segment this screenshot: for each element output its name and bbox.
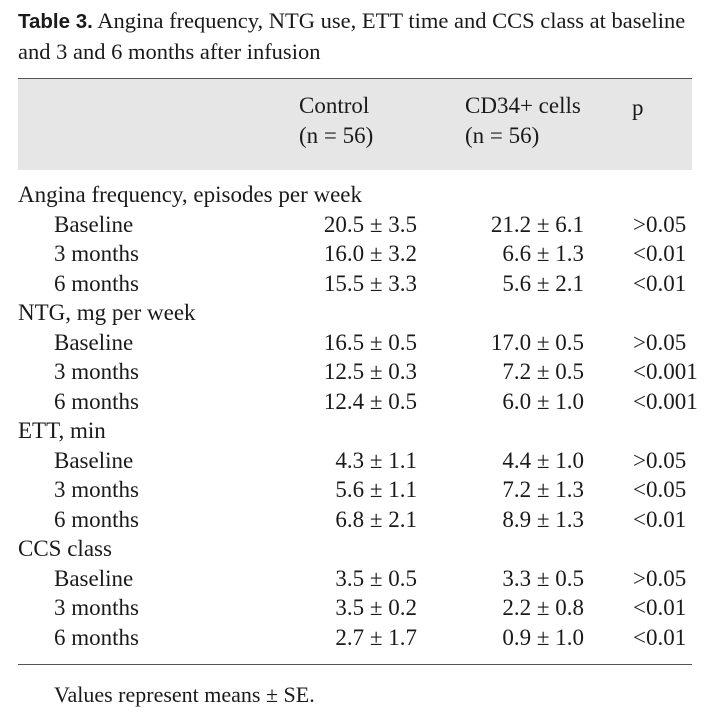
section-row: Angina frequency, episodes per week	[18, 180, 708, 210]
p-value: >0.05	[633, 329, 687, 355]
p-value: <0.01	[633, 506, 687, 532]
section-row: CCS class	[18, 534, 708, 564]
control-value: 20.5 ± 3.5	[323, 211, 417, 237]
control-value: 16.0 ± 3.2	[323, 241, 417, 266]
control-value: 3.5 ± 0.2	[335, 595, 417, 620]
cd34-value: 6.6 ± 1.3	[502, 241, 584, 266]
cd34-value: 7.2 ± 1.3	[502, 477, 584, 502]
table-row: Baseline 16.5 ± 0.5 17.0 ± 0.5 >0.05	[18, 328, 708, 358]
section-label: ETT, min	[18, 418, 106, 443]
control-value: 5.6 ± 1.1	[335, 477, 417, 502]
control-value: 12.4 ± 0.5	[323, 388, 417, 414]
control-value: 16.5 ± 0.5	[323, 329, 417, 355]
p-value: <0.05	[633, 477, 687, 502]
row-label: 6 months	[54, 506, 139, 532]
header-cd34: CD34+ cells (n = 56)	[465, 91, 581, 151]
row-label: Baseline	[54, 211, 134, 237]
section-label: CCS class	[18, 536, 112, 561]
cd34-value: 2.2 ± 0.8	[502, 595, 584, 620]
table-row: 6 months 2.7 ± 1.7 0.9 ± 1.0 <0.01	[18, 623, 708, 653]
row-label: 3 months	[54, 595, 139, 620]
p-value: <0.001	[633, 388, 698, 414]
table-row: 6 months 12.4 ± 0.5 6.0 ± 1.0 <0.001	[18, 387, 708, 417]
cd34-value: 7.2 ± 0.5	[502, 359, 584, 384]
control-value: 4.3 ± 1.1	[335, 447, 417, 473]
section-label: Angina frequency, episodes per week	[18, 182, 363, 207]
control-value: 3.5 ± 0.5	[335, 565, 417, 591]
row-label: Baseline	[54, 565, 134, 591]
p-value: <0.001	[633, 359, 698, 384]
table-number: Table 3.	[18, 10, 93, 33]
p-value: <0.01	[633, 241, 687, 266]
cd34-value: 21.2 ± 6.1	[490, 211, 584, 237]
control-value: 12.5 ± 0.3	[323, 359, 417, 384]
table-row: 3 months 12.5 ± 0.3 7.2 ± 0.5 <0.001	[18, 357, 708, 387]
cd34-value: 17.0 ± 0.5	[490, 329, 584, 355]
header-control-n: (n = 56)	[299, 123, 374, 148]
p-value: <0.01	[633, 595, 687, 620]
p-value: >0.05	[633, 211, 687, 237]
control-value: 2.7 ± 1.7	[335, 624, 417, 650]
row-label: 3 months	[54, 241, 139, 266]
table-caption: Table 3. Angina frequency, NTG use, ETT …	[18, 6, 708, 67]
header-control: Control (n = 56)	[299, 91, 373, 151]
row-label: Baseline	[54, 329, 134, 355]
control-value: 6.8 ± 2.1	[335, 506, 417, 532]
control-value: 15.5 ± 3.3	[323, 270, 417, 296]
row-label: 6 months	[54, 270, 139, 296]
p-value: <0.01	[633, 270, 687, 296]
header-control-label: Control	[299, 93, 370, 118]
table-title: Angina frequency, NTG use, ETT time and …	[18, 8, 686, 64]
cd34-value: 8.9 ± 1.3	[502, 506, 584, 532]
table-row: 3 months 3.5 ± 0.2 2.2 ± 0.8 <0.01	[18, 593, 708, 623]
row-label: 3 months	[54, 359, 139, 384]
cd34-value: 3.3 ± 0.5	[502, 565, 584, 591]
cd34-value: 4.4 ± 1.0	[502, 447, 584, 473]
section-row: ETT, min	[18, 416, 708, 446]
cd34-value: 6.0 ± 1.0	[502, 388, 584, 414]
table-header: Control (n = 56) CD34+ cells (n = 56) p	[18, 78, 692, 170]
table-row: 3 months 5.6 ± 1.1 7.2 ± 1.3 <0.05	[18, 475, 708, 505]
table-row: 6 months 15.5 ± 3.3 5.6 ± 2.1 <0.01	[18, 269, 708, 299]
header-cd34-label: CD34+ cells	[465, 93, 581, 118]
row-label: 6 months	[54, 388, 139, 414]
header-p: p	[632, 95, 644, 120]
table-row: 3 months 16.0 ± 3.2 6.6 ± 1.3 <0.01	[18, 239, 708, 269]
row-label: 6 months	[54, 624, 139, 650]
p-value: >0.05	[633, 565, 687, 591]
table-row: Baseline 3.5 ± 0.5 3.3 ± 0.5 >0.05	[18, 564, 708, 594]
table-row: 6 months 6.8 ± 2.1 8.9 ± 1.3 <0.01	[18, 505, 708, 535]
table-row: Baseline 20.5 ± 3.5 21.2 ± 6.1 >0.05	[18, 210, 708, 240]
cd34-value: 5.6 ± 2.1	[502, 270, 584, 296]
table-bottom-rule	[18, 664, 692, 665]
p-value: >0.05	[633, 447, 687, 473]
table-row: Baseline 4.3 ± 1.1 4.4 ± 1.0 >0.05	[18, 446, 708, 476]
table-footnote: Values represent means ± SE.	[54, 682, 315, 707]
section-row: NTG, mg per week	[18, 298, 708, 328]
row-label: 3 months	[54, 477, 139, 502]
table-body: Angina frequency, episodes per week Basel…	[18, 180, 708, 652]
cd34-value: 0.9 ± 1.0	[502, 624, 584, 650]
section-label: NTG, mg per week	[18, 300, 196, 325]
p-value: <0.01	[633, 624, 687, 650]
header-cd34-n: (n = 56)	[465, 123, 540, 148]
row-label: Baseline	[54, 447, 134, 473]
